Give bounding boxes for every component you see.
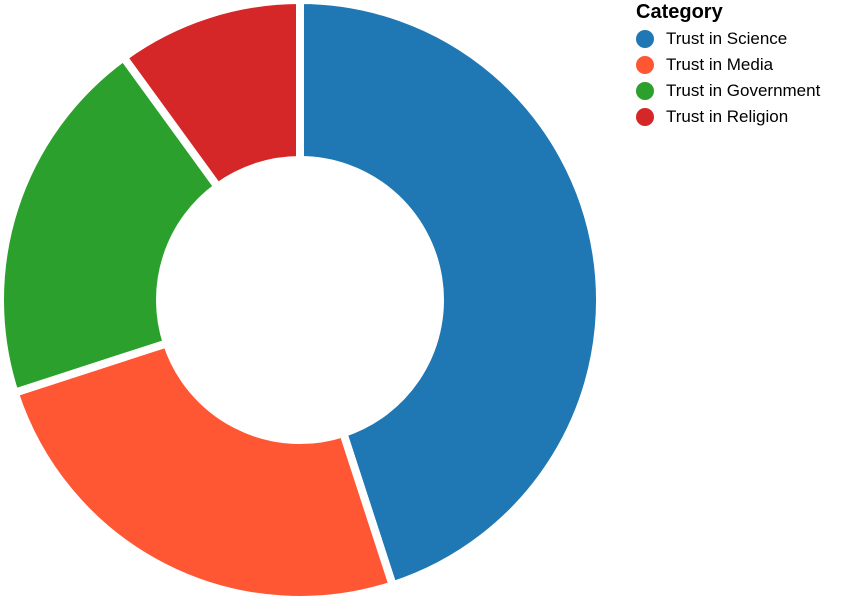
- legend-swatch-trust-in-religion: [636, 108, 654, 126]
- legend-item-trust-in-government: Trust in Government: [636, 78, 820, 104]
- legend-item-trust-in-media: Trust in Media: [636, 52, 820, 78]
- legend-label-trust-in-government: Trust in Government: [666, 81, 820, 101]
- legend-label-trust-in-science: Trust in Science: [666, 29, 787, 49]
- donut-slice-trust-in-media: [15, 343, 393, 600]
- legend-swatch-trust-in-government: [636, 82, 654, 100]
- legend-item-trust-in-science: Trust in Science: [636, 26, 820, 52]
- legend-title: Category: [636, 0, 820, 26]
- legend-label-trust-in-religion: Trust in Religion: [666, 107, 788, 127]
- legend-item-trust-in-religion: Trust in Religion: [636, 104, 820, 130]
- legend-swatch-trust-in-media: [636, 56, 654, 74]
- legend-label-trust-in-media: Trust in Media: [666, 55, 773, 75]
- legend-swatch-trust-in-science: [636, 30, 654, 48]
- legend: Category Trust in Science Trust in Media T…: [636, 0, 820, 130]
